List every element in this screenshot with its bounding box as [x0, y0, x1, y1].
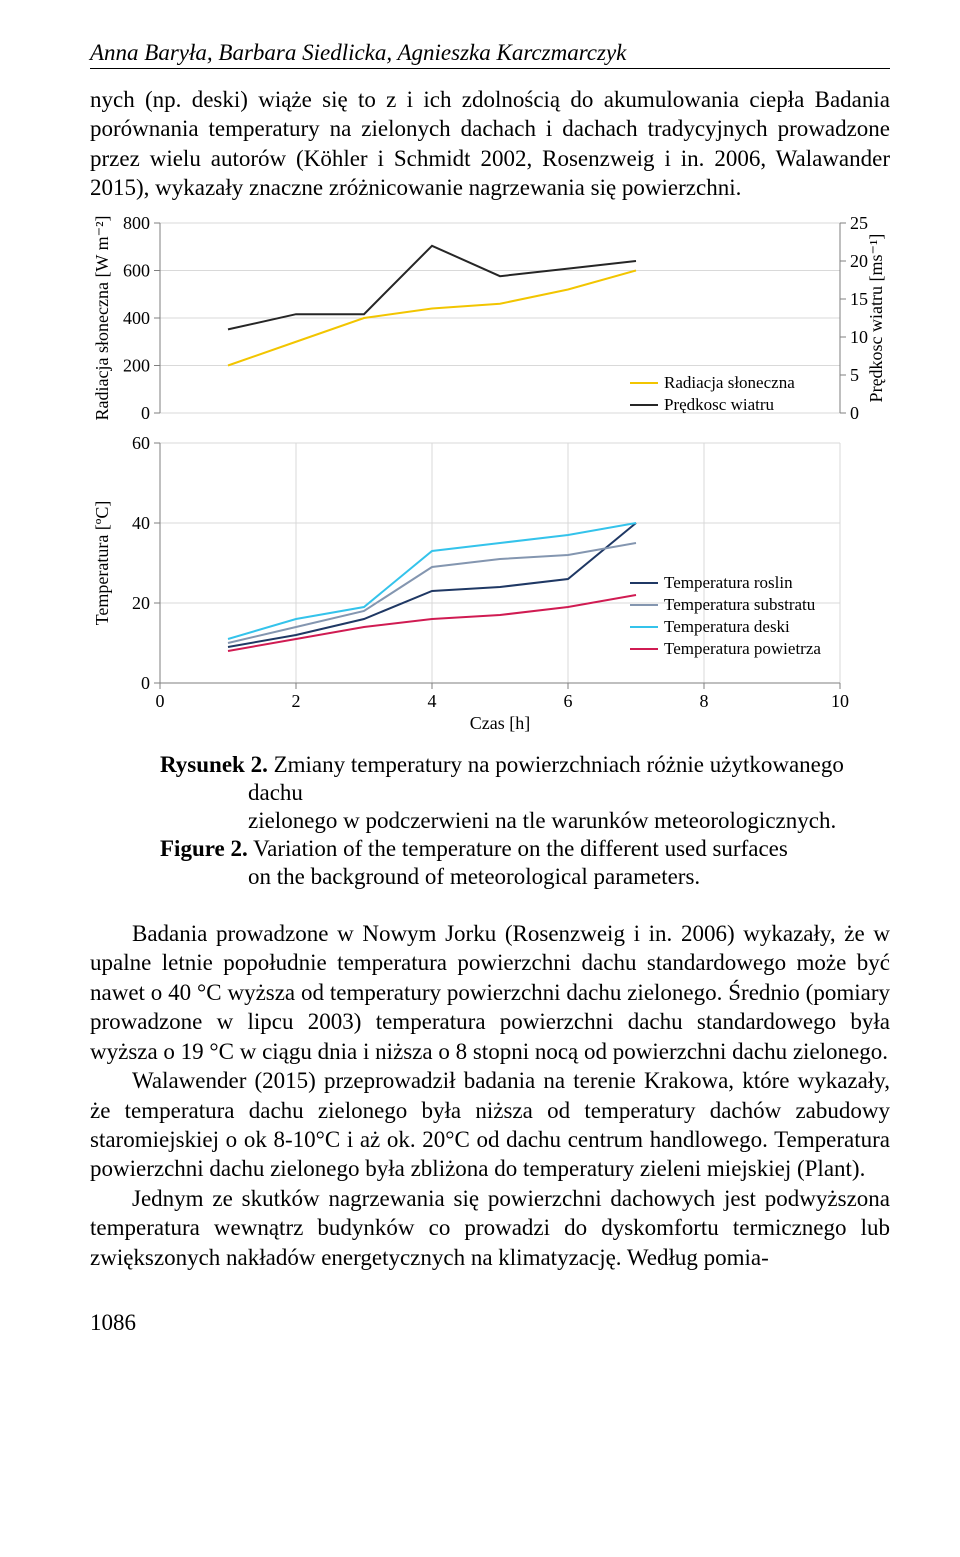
svg-text:400: 400 [123, 308, 150, 328]
svg-text:2: 2 [292, 691, 301, 711]
caption-rys-text2: zielonego w podczerwieni na tle warunków… [118, 807, 890, 835]
svg-text:Prędkosc wiatru [ms⁻¹]: Prędkosc wiatru [ms⁻¹] [866, 233, 886, 402]
svg-text:4: 4 [428, 691, 437, 711]
svg-text:Radiacja słoneczna [W m⁻²]: Radiacja słoneczna [W m⁻²] [92, 215, 112, 420]
svg-text:Czas [h]: Czas [h] [470, 713, 530, 733]
para3: Walawender (2015) przeprowadził badania … [90, 1066, 890, 1184]
svg-text:0: 0 [141, 403, 150, 423]
para4: Jednym ze skutków nagrzewania się powier… [90, 1184, 890, 1272]
body-paragraph-1: nych (np. deski) wiąże się to z i ich zd… [90, 85, 890, 203]
figure-caption: Rysunek 2. Zmiany temperatury na powierz… [118, 751, 890, 891]
svg-text:0: 0 [141, 673, 150, 693]
caption-rys-label: Rysunek 2. [160, 752, 268, 777]
page-number: 1086 [90, 1310, 890, 1336]
svg-text:8: 8 [700, 691, 709, 711]
svg-text:Prędkosc wiatru: Prędkosc wiatru [664, 395, 775, 414]
svg-text:6: 6 [564, 691, 573, 711]
svg-text:5: 5 [850, 365, 859, 385]
svg-text:600: 600 [123, 260, 150, 280]
svg-text:Radiacja słoneczna: Radiacja słoneczna [664, 373, 795, 392]
svg-text:20: 20 [132, 593, 150, 613]
svg-text:0: 0 [850, 403, 859, 423]
figure-2-chart: 02004006008000510152025Radiacja słoneczn… [90, 213, 890, 743]
svg-text:Temperatura roslin: Temperatura roslin [664, 573, 793, 592]
body-paragraph-2: Badania prowadzone w Nowym Jorku (Rosenz… [90, 919, 890, 1272]
svg-text:800: 800 [123, 213, 150, 233]
para1: nych (np. deski) wiąże się to z i ich zd… [90, 85, 890, 203]
para2: Badania prowadzone w Nowym Jorku (Rosenz… [90, 919, 890, 1066]
svg-text:10: 10 [831, 691, 849, 711]
svg-text:200: 200 [123, 355, 150, 375]
svg-text:40: 40 [132, 513, 150, 533]
svg-text:Temperatura powietrza: Temperatura powietrza [664, 639, 821, 658]
svg-text:0: 0 [156, 691, 165, 711]
svg-text:25: 25 [850, 213, 868, 233]
svg-text:Temperatura deski: Temperatura deski [664, 617, 790, 636]
svg-text:Temperatura substratu: Temperatura substratu [664, 595, 816, 614]
caption-fig-text1: Variation of the temperature on the diff… [253, 836, 788, 861]
running-head: Anna Baryła, Barbara Siedlicka, Agnieszk… [90, 40, 890, 69]
svg-text:Temperatura [ºC]: Temperatura [ºC] [92, 500, 112, 625]
caption-fig-text2: on the background of meteorological para… [118, 863, 890, 891]
caption-fig-label: Figure 2. [160, 836, 248, 861]
caption-rys-text1: Zmiany temperatury na powierzchniach róż… [248, 752, 844, 805]
svg-text:60: 60 [132, 433, 150, 453]
